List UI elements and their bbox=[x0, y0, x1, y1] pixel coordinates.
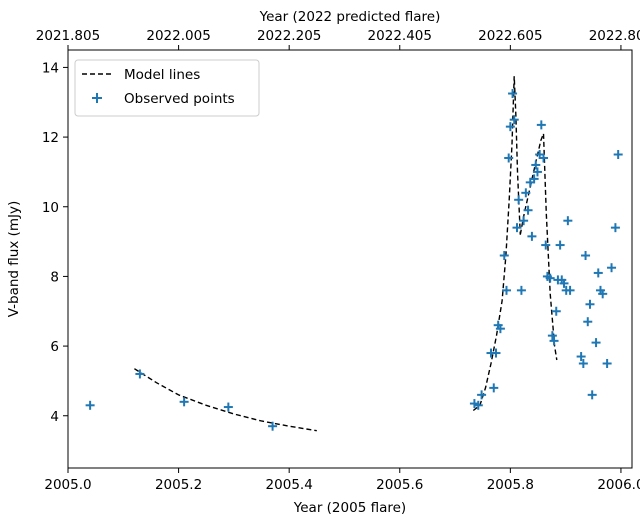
x-tick-label: 2005.4 bbox=[266, 477, 313, 493]
observed-point bbox=[581, 251, 591, 261]
observed-point bbox=[135, 369, 145, 379]
observed-point bbox=[563, 216, 573, 226]
observed-point bbox=[508, 89, 518, 99]
top-x-axis-label: Year (2022 predicted flare) bbox=[259, 9, 441, 25]
y-tick-label: 10 bbox=[42, 200, 59, 216]
top-x-tick-label: 2022.205 bbox=[257, 28, 321, 44]
x-axis-label: Year (2005 flare) bbox=[293, 500, 406, 516]
axes-layer: 2005.0 2005.2 2005.4 2005.6 2005.8 2006.0 2021… bbox=[36, 28, 640, 493]
observed-point bbox=[578, 359, 588, 368]
observed-point bbox=[521, 188, 531, 198]
observed-point bbox=[523, 205, 533, 215]
observed-point bbox=[527, 231, 537, 241]
observed-point bbox=[598, 289, 608, 299]
observed-point bbox=[536, 120, 546, 130]
legend-box bbox=[74, 59, 260, 117]
x-tick-label: 2005.6 bbox=[376, 477, 423, 493]
observed-point bbox=[519, 216, 529, 226]
plot-area bbox=[68, 50, 632, 468]
top-x-tick-label: 2022.405 bbox=[368, 28, 432, 44]
observed-point bbox=[583, 317, 593, 327]
observed-point bbox=[585, 299, 595, 309]
y-axis-label: V-band flux (mJy) bbox=[6, 201, 22, 318]
y-tick-label: 8 bbox=[50, 269, 59, 285]
x-tick-label: 2006.0 bbox=[597, 477, 640, 493]
observed-point bbox=[551, 306, 561, 316]
observed-point bbox=[532, 167, 542, 177]
observed-point bbox=[499, 251, 509, 261]
y-tick-label: 4 bbox=[50, 409, 59, 425]
observed-point bbox=[545, 273, 555, 283]
observed-point bbox=[555, 240, 565, 250]
x-tick-label: 2005.8 bbox=[487, 477, 534, 493]
legend: Model lines Observed points bbox=[74, 59, 260, 117]
x-tick-label: 2005.0 bbox=[44, 477, 91, 493]
observed-point bbox=[559, 278, 569, 288]
observed-point bbox=[607, 263, 617, 273]
observed-point bbox=[547, 331, 557, 341]
observed-point bbox=[539, 153, 549, 163]
observed-point bbox=[495, 324, 505, 334]
observed-point bbox=[509, 115, 519, 125]
observed-point bbox=[602, 359, 612, 368]
observed-point bbox=[549, 336, 559, 346]
model-line bbox=[134, 368, 317, 432]
y-tick-label: 14 bbox=[42, 60, 59, 76]
top-x-tick-label: 2022.005 bbox=[146, 28, 210, 44]
top-x-tick-label: 2022.805 bbox=[589, 28, 640, 44]
legend-label-observed-points: Observed points bbox=[124, 91, 235, 107]
observed-point bbox=[489, 383, 499, 393]
observed-point bbox=[516, 285, 526, 295]
observed-point bbox=[613, 150, 623, 159]
observed-point bbox=[501, 285, 511, 295]
y-tick-label: 6 bbox=[50, 339, 59, 355]
plot-frame bbox=[67, 49, 633, 469]
observed-point bbox=[179, 397, 189, 407]
series-layer bbox=[85, 76, 623, 432]
top-x-tick-label: 2022.605 bbox=[478, 28, 542, 44]
x-tick-label: 2005.2 bbox=[155, 477, 202, 493]
model-line bbox=[519, 133, 558, 361]
observed-point bbox=[85, 400, 95, 410]
observed-point bbox=[576, 352, 586, 362]
observed-point bbox=[565, 285, 575, 295]
top-x-tick-label: 2021.805 bbox=[36, 28, 100, 44]
observed-point bbox=[541, 240, 551, 250]
observed-point bbox=[473, 400, 483, 410]
observed-point bbox=[587, 390, 597, 400]
observed-point bbox=[504, 153, 514, 163]
observed-point bbox=[268, 421, 278, 431]
y-tick-label: 12 bbox=[42, 130, 59, 146]
observed-point bbox=[529, 174, 539, 184]
observed-point bbox=[477, 390, 487, 400]
observed-point bbox=[223, 402, 233, 412]
observed-point bbox=[591, 338, 601, 348]
observed-point bbox=[512, 223, 522, 233]
observed-point bbox=[531, 160, 541, 170]
legend-marker-swatch bbox=[92, 93, 102, 103]
observed-point bbox=[593, 268, 603, 278]
legend-label-model-lines: Model lines bbox=[124, 67, 200, 83]
observed-point bbox=[491, 348, 501, 358]
observed-point bbox=[505, 122, 515, 132]
observed-point bbox=[514, 195, 524, 205]
observed-point bbox=[610, 223, 620, 233]
